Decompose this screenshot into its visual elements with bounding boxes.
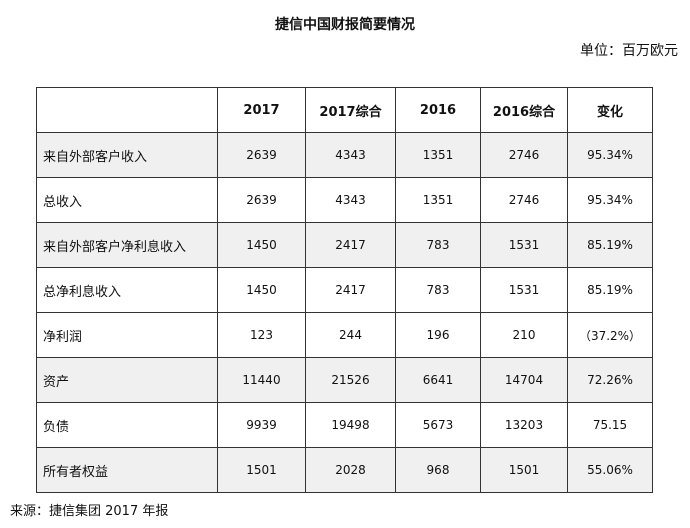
table-cell: 85.19% [567,222,653,268]
table-row: 负债 9939 19498 5673 13203 75.15 [36,402,653,448]
table-cell: 196 [395,312,481,358]
table-cell: 1351 [395,132,481,178]
table-cell: 2417 [305,222,396,268]
table-cell: 2028 [305,447,396,493]
row-label: 来自外部客户收入 [36,132,218,178]
table-cell: 14704 [480,357,568,403]
table-body: 来自外部客户收入 2639 4343 1351 2746 95.34% 总收入 2639 434… [36,132,653,493]
table-cell: 2746 [480,132,568,178]
table-cell: 1450 [217,267,306,313]
table-cell: 123 [217,312,306,358]
table-cell: 1501 [480,447,568,493]
table-cell: 19498 [305,402,396,448]
row-label: 资产 [36,357,218,403]
table-row: 来自外部客户收入 2639 4343 1351 2746 95.34% [36,132,653,178]
table-cell: 2639 [217,177,306,223]
table-cell: 210 [480,312,568,358]
table-cell: 2746 [480,177,568,223]
table-cell: 1450 [217,222,306,268]
row-label: 所有者权益 [36,447,218,493]
table-cell: 21526 [305,357,396,403]
header-cell: 2017综合 [305,87,396,133]
table-cell: （37.2%） [567,312,653,358]
table-cell: 4343 [305,132,396,178]
source-note: 来源：捷信集团 2017 年报 [10,504,169,519]
table-cell: 75.15 [567,402,653,448]
table-cell: 2417 [305,267,396,313]
table-cell: 1501 [217,447,306,493]
header-cell: 2017 [217,87,306,133]
table-cell: 55.06% [567,447,653,493]
row-label: 总收入 [36,177,218,223]
table-cell: 968 [395,447,481,493]
row-label: 总净利息收入 [36,267,218,313]
table-cell: 1531 [480,222,568,268]
table-cell: 244 [305,312,396,358]
report-title: 捷信中国财报简要情况 [275,17,415,33]
table-cell: 1351 [395,177,481,223]
financial-table: 2017 2017综合 2016 2016综合 变化 来自外部客户收入 2639 4… [36,87,653,493]
header-cell [36,87,218,133]
table-row: 所有者权益 1501 2028 968 1501 55.06% [36,447,653,493]
row-label: 净利润 [36,312,218,358]
table-cell: 13203 [480,402,568,448]
table-row: 总收入 2639 4343 1351 2746 95.34% [36,177,653,223]
table-cell: 5673 [395,402,481,448]
table-cell: 85.19% [567,267,653,313]
row-label: 负债 [36,402,218,448]
table-row: 净利润 123 244 196 210 （37.2%） [36,312,653,358]
row-label: 来自外部客户净利息收入 [36,222,218,268]
table-cell: 2639 [217,132,306,178]
table-row: 来自外部客户净利息收入 1450 2417 783 1531 85.19% [36,222,653,268]
header-cell: 2016综合 [480,87,568,133]
table-cell: 9939 [217,402,306,448]
table-cell: 4343 [305,177,396,223]
table-cell: 6641 [395,357,481,403]
table-header-row: 2017 2017综合 2016 2016综合 变化 [36,87,653,133]
header-cell: 2016 [395,87,481,133]
table-row: 资产 11440 21526 6641 14704 72.26% [36,357,653,403]
header-cell: 变化 [567,87,653,133]
table-cell: 783 [395,267,481,313]
table-cell: 783 [395,222,481,268]
table-row: 总净利息收入 1450 2417 783 1531 85.19% [36,267,653,313]
table-cell: 72.26% [567,357,653,403]
table-cell: 95.34% [567,177,653,223]
table-cell: 11440 [217,357,306,403]
table-cell: 95.34% [567,132,653,178]
table-cell: 1531 [480,267,568,313]
unit-label: 单位：百万欧元 [580,43,678,59]
